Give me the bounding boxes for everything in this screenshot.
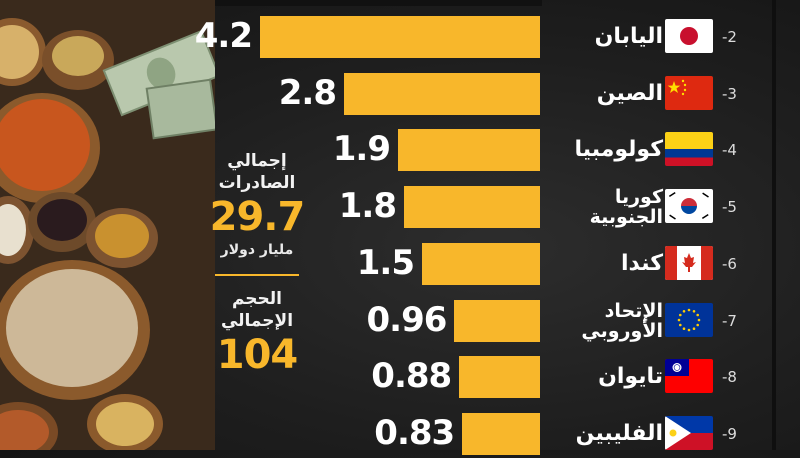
right-edge-line — [772, 0, 776, 450]
grains-illustration — [0, 0, 215, 450]
rank-label: -8 — [722, 368, 737, 387]
chart-row: 1.9 كولومبيا -4 — [0, 126, 800, 174]
chart-row: 4.2 اليابان -2 — [0, 13, 800, 61]
value-label: 0.96 — [366, 299, 448, 340]
eu-flag-icon — [665, 302, 713, 337]
chart-row: 1.8 كوريا الجنوبية -5 — [0, 183, 800, 231]
canada-flag-icon — [665, 245, 713, 280]
category-label: تايوان — [553, 353, 663, 401]
bar — [260, 16, 540, 58]
summary-panel: إجمالي الصادرات 29.7 مليار دولار الحجم ا… — [202, 150, 312, 378]
bar — [422, 242, 540, 285]
category-label-line: الصين — [596, 80, 663, 106]
taiwan-flag-icon — [665, 359, 713, 394]
value-label: 0.83 — [374, 412, 455, 453]
chart-row: 0.83 الفليبين -9 — [0, 410, 800, 458]
category-label-line: الإتحاد — [604, 299, 663, 322]
japan-flag-icon — [665, 19, 713, 53]
category-label: الصين — [553, 70, 663, 118]
bar — [459, 356, 540, 399]
rank-label: -5 — [722, 198, 737, 217]
bar — [398, 129, 540, 172]
value-label: 0.88 — [371, 356, 452, 397]
philippines-flag-icon — [665, 415, 713, 450]
bar — [462, 412, 540, 455]
category-label-line: كولومبيا — [574, 137, 663, 163]
category-label-line: تايوان — [598, 364, 663, 390]
volume-value: 104 — [216, 332, 299, 378]
category-label-line: الأوروبي — [581, 319, 663, 342]
category-label: الفليبين — [553, 410, 663, 458]
chart-row: 1.5 كندا -6 — [0, 240, 800, 288]
category-label: الإتحاد الأوروبي — [553, 297, 663, 345]
chart-row: 0.96 الإتحاد الأوروبي -7 — [0, 297, 800, 345]
category-label-line: اليابان — [594, 24, 663, 49]
summary-divider — [215, 274, 299, 276]
value-label: 1.5 — [356, 242, 415, 283]
category-label: اليابان — [553, 13, 663, 61]
exports-unit: مليار دولار — [220, 242, 294, 258]
rank-label: -2 — [722, 28, 737, 46]
category-label-line: الجنوبية — [589, 206, 663, 229]
volume-label: الحجم الإجمالي — [220, 289, 294, 331]
exports-label: إجمالي الصادرات — [218, 151, 296, 193]
category-label: كولومبيا — [553, 126, 663, 174]
chart-row: 2.8 الصين -3 — [0, 70, 800, 118]
top-bar — [62, 0, 542, 6]
bar — [404, 186, 540, 229]
exports-value: 29.7 — [209, 194, 306, 240]
china-flag-icon — [665, 75, 713, 110]
category-label-line: كندا — [620, 250, 663, 276]
category-label-line: كوريا — [614, 186, 663, 209]
value-label: 1.9 — [332, 129, 391, 170]
value-label: 2.8 — [278, 72, 337, 113]
rank-label: -3 — [722, 84, 737, 103]
category-label: كندا — [553, 240, 663, 288]
value-label: 1.8 — [338, 186, 397, 227]
category-label-line: الفليبين — [575, 420, 663, 446]
chart-row: 0.88 تايوان -8 — [0, 353, 800, 401]
bar — [344, 72, 540, 115]
bar — [454, 299, 540, 342]
category-label: كوريا الجنوبية — [553, 183, 663, 231]
rank-label: -4 — [722, 141, 737, 160]
rank-label: -7 — [722, 311, 737, 330]
rank-label: -9 — [722, 424, 737, 443]
colombia-flag-icon — [665, 132, 713, 167]
south-korea-flag-icon — [665, 189, 713, 224]
rank-label: -6 — [722, 254, 737, 273]
value-label: 4.2 — [194, 16, 253, 56]
